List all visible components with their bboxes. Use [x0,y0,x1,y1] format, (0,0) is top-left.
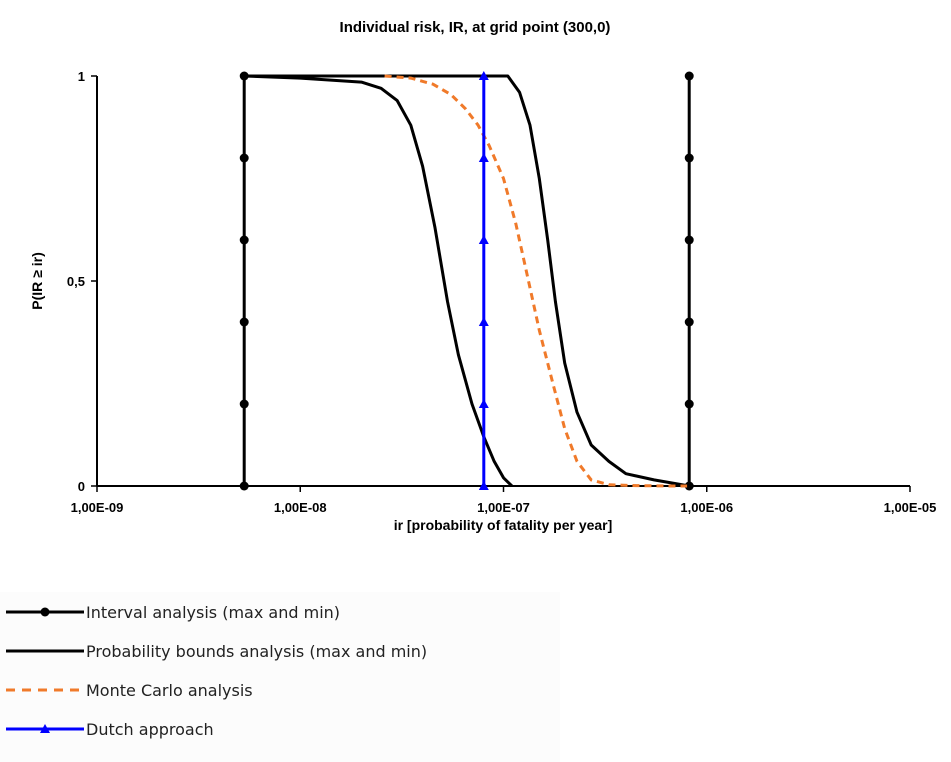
axes: 1,00E-09 1,00E-08 1,00E-07 1,00E-06 1,00E-05… [67,69,936,515]
legend-key [6,724,84,733]
data-point [239,153,249,163]
legend: Interval analysis (max and min) Probabili… [0,592,560,762]
data-point [478,481,489,490]
series-layer [239,71,694,491]
data-point [684,153,694,163]
y-tick-label: 0 [78,479,85,494]
x-tick-label: 1,00E-06 [680,500,733,515]
data-point [478,153,489,162]
data-point [684,71,694,81]
data-point [40,607,50,617]
data-point [239,399,249,409]
data-point [478,235,489,244]
x-tick-label: 1,00E-09 [71,500,124,515]
legend-item: Dutch approach [0,712,214,746]
series-interval-analysis-max-and-min [239,71,694,491]
data-point [684,399,694,409]
legend-key [6,649,84,653]
legend-item: Interval analysis (max and min) [0,595,340,629]
series-monte-carlo-analysis [384,74,688,488]
series-line [384,74,688,488]
x-tick-label: 1,00E-07 [477,500,530,515]
data-point [239,481,249,491]
data-point [40,724,50,733]
series-dutch-approach [478,71,489,490]
legend-label: Probability bounds analysis (max and min… [86,641,428,661]
data-point [478,71,489,80]
legend-label: Interval analysis (max and min) [86,602,341,622]
series-line [244,74,690,488]
data-point [684,235,694,245]
series-line [244,74,513,488]
series-probability-bounds-analysis-max-and-min [244,74,690,488]
x-axis-label: ir [probability of fatality per year] [394,517,613,533]
data-point [239,317,249,327]
data-point [239,235,249,245]
legend-label: Dutch approach [86,719,214,739]
legend-key [6,607,84,617]
legend-item: Probability bounds analysis (max and min… [0,634,427,668]
y-tick-label: 0,5 [67,274,85,289]
legend-label: Monte Carlo analysis [86,680,253,700]
y-tick-label: 1 [78,69,85,84]
x-tick-label: 1,00E-08 [274,500,327,515]
data-point [684,317,694,327]
chart-title: Individual risk, IR, at grid point (300,… [340,19,611,36]
chart-canvas: Individual risk, IR, at grid point (300,… [29,19,936,533]
data-point [478,317,489,326]
legend-key [6,688,84,692]
y-axis-label: P(IR ≥ ir) [29,252,45,309]
legend-item: Monte Carlo analysis [0,673,253,707]
x-tick-label: 1,00E-05 [884,500,937,515]
data-point [684,481,694,491]
data-point [478,399,489,408]
